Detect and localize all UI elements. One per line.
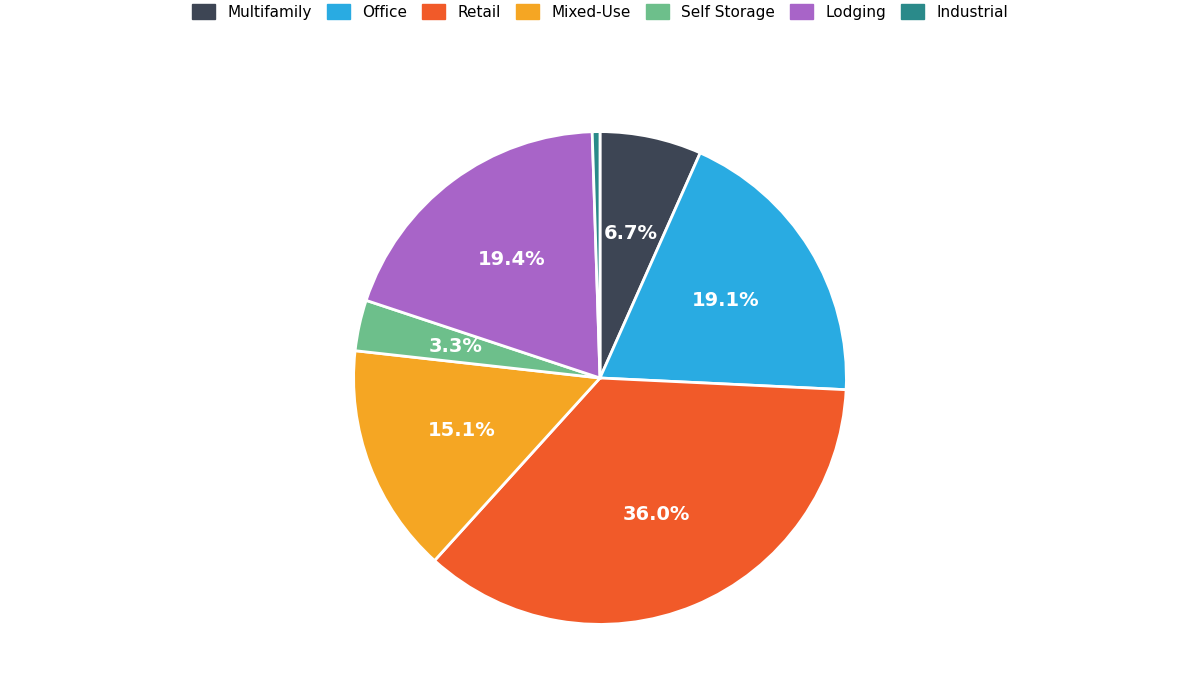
Text: 15.1%: 15.1%	[428, 421, 496, 440]
Legend: Multifamily, Office, Retail, Mixed-Use, Self Storage, Lodging, Industrial: Multifamily, Office, Retail, Mixed-Use, …	[186, 0, 1014, 26]
Wedge shape	[355, 300, 600, 378]
Wedge shape	[434, 378, 846, 624]
Text: 19.4%: 19.4%	[478, 250, 546, 269]
Text: 3.3%: 3.3%	[428, 337, 482, 356]
Wedge shape	[592, 132, 600, 378]
Wedge shape	[600, 153, 846, 390]
Wedge shape	[600, 132, 701, 378]
Text: 6.7%: 6.7%	[604, 224, 658, 243]
Text: 19.1%: 19.1%	[692, 291, 760, 310]
Wedge shape	[354, 351, 600, 561]
Wedge shape	[366, 132, 600, 378]
Text: 36.0%: 36.0%	[623, 505, 690, 524]
